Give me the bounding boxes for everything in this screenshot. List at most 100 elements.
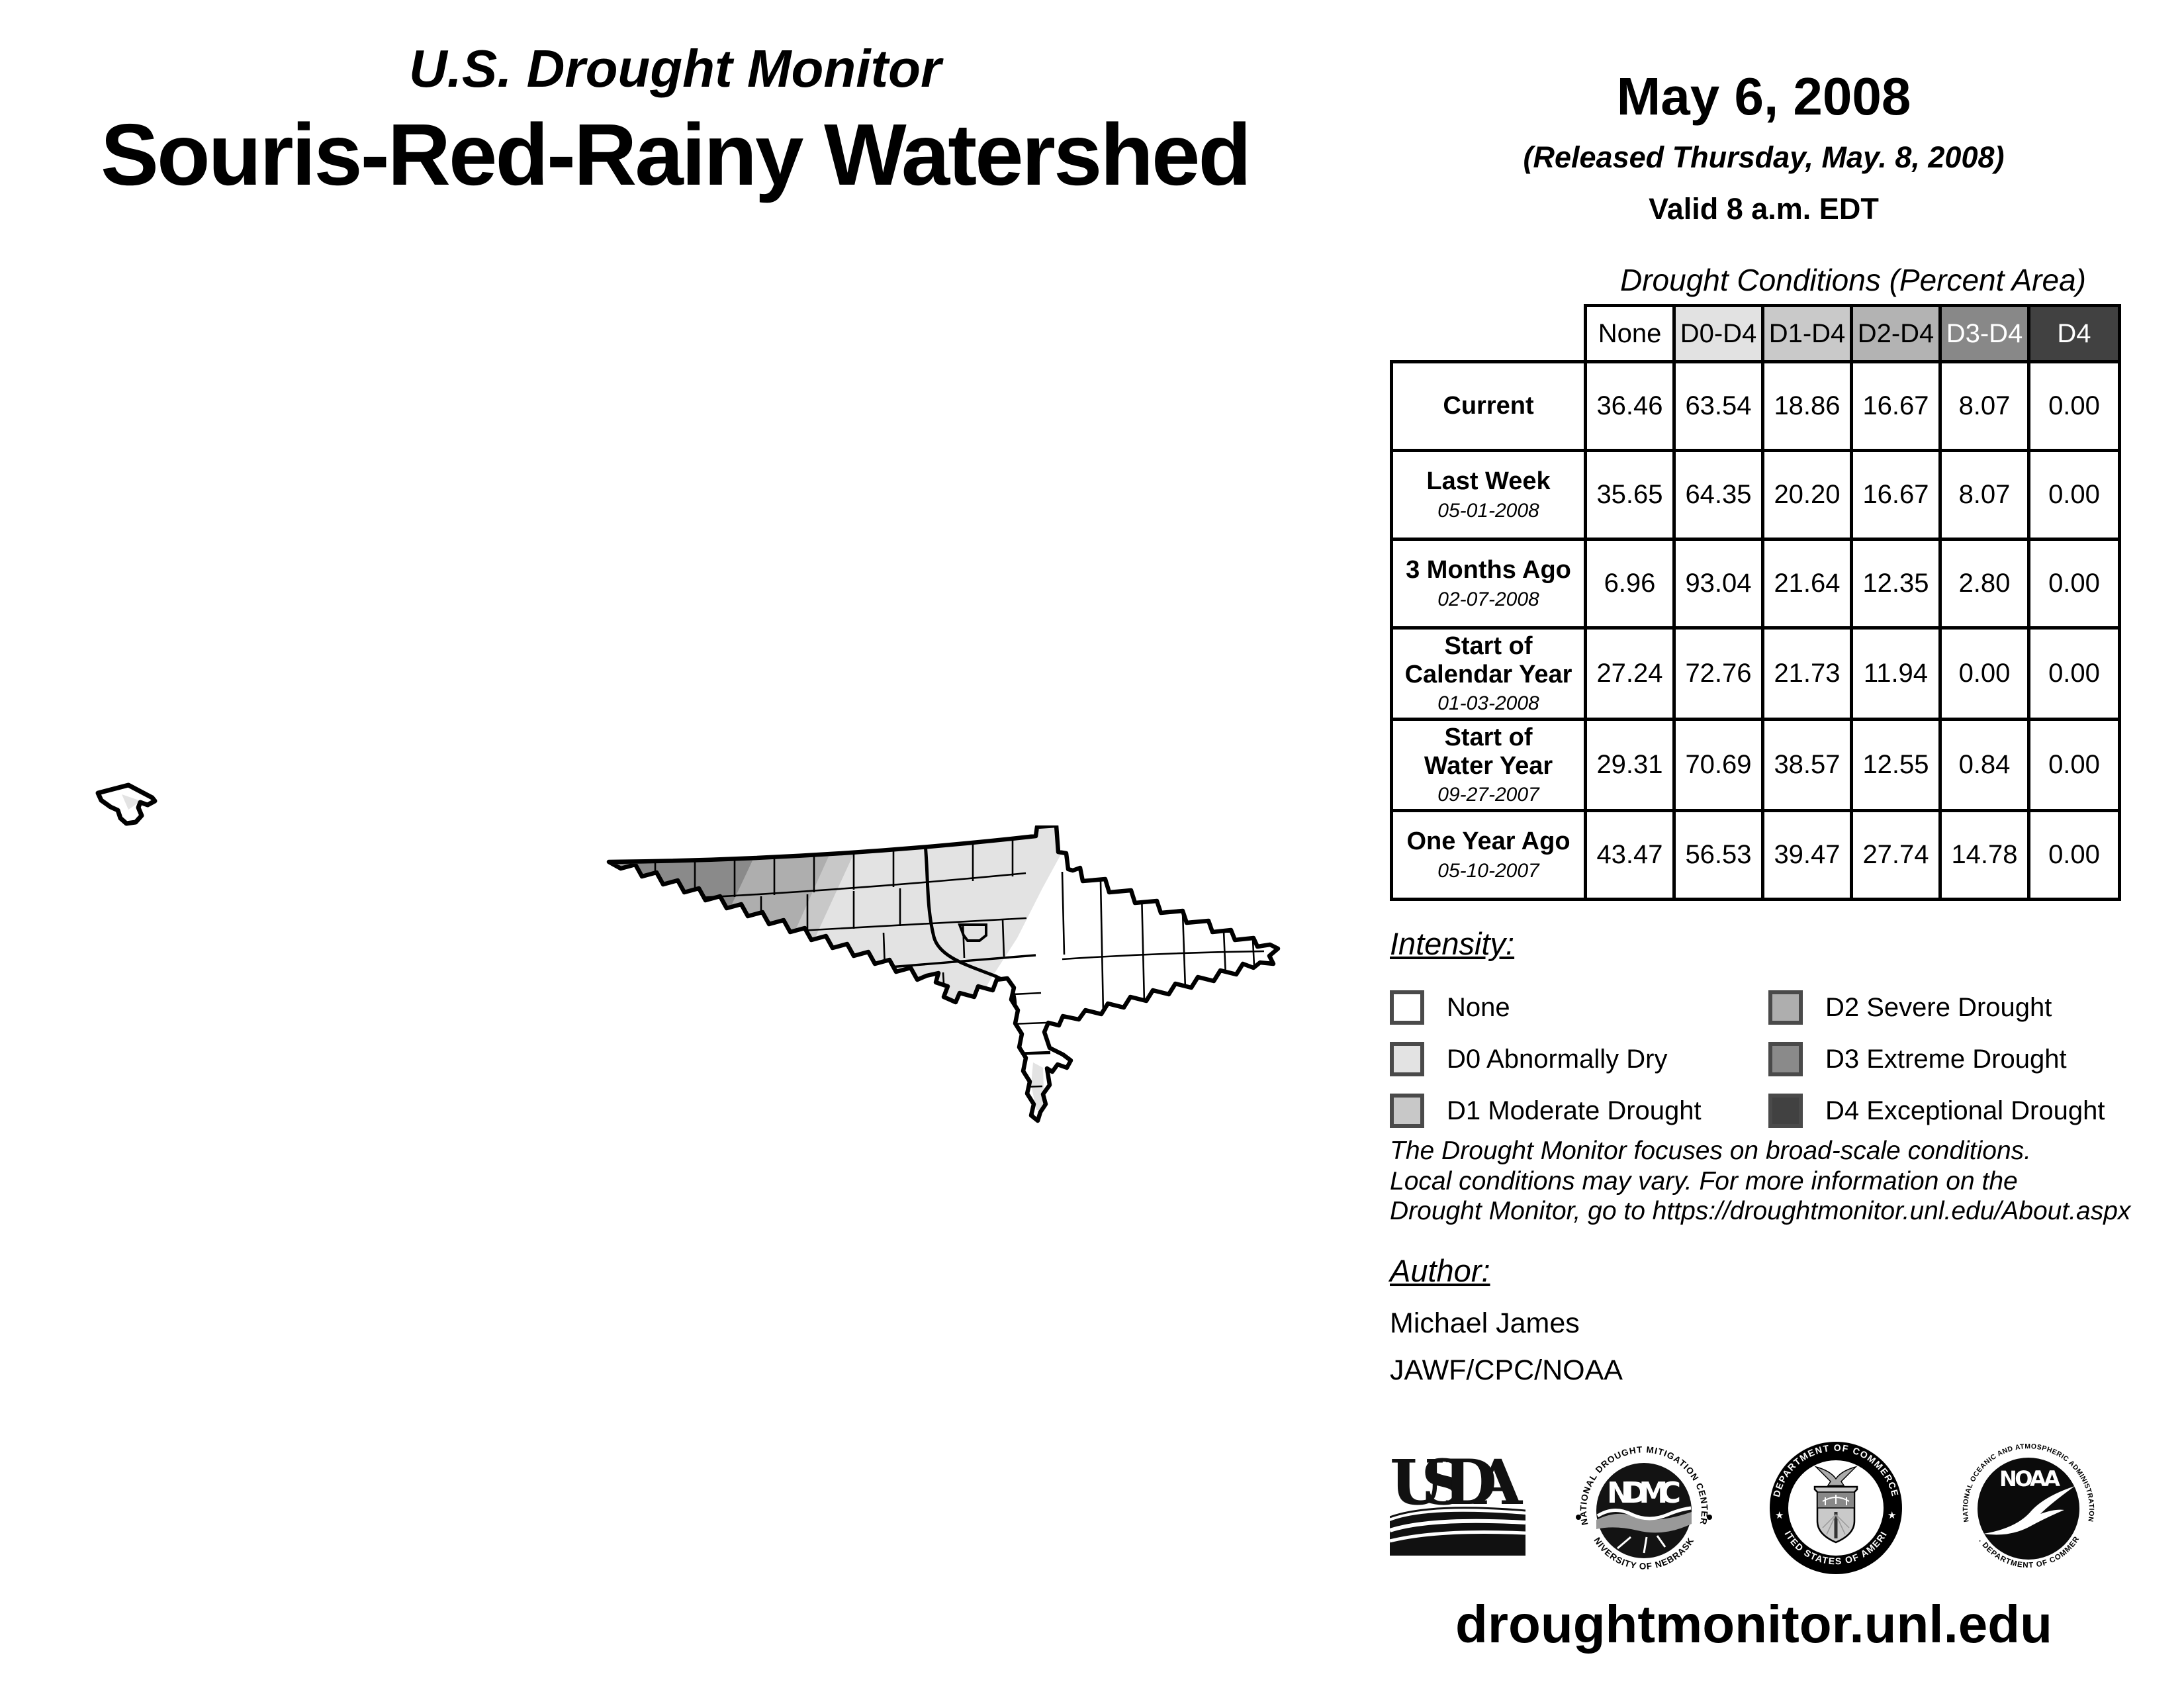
value-cell: 0.84 — [1938, 718, 2030, 813]
value-cell: 27.74 — [1850, 809, 1942, 902]
legend-label: D2 Severe Drought — [1825, 992, 2052, 1022]
row-date: 01-03-2008 — [1437, 692, 1539, 715]
legend-label: D0 Abnormally Dry — [1447, 1044, 1668, 1074]
detached-watershed-piece — [95, 782, 158, 826]
table-header-row: None D0-D4 D1-D4 D2-D4 D3-D4 D4 — [1392, 304, 2121, 363]
usda-logo: USDA — [1390, 1455, 1525, 1556]
row-label: Last Week — [1426, 467, 1551, 496]
value-cell: 35.65 — [1584, 449, 1676, 541]
legend-label: D1 Moderate Drought — [1447, 1096, 1702, 1125]
row-label-cell: 3 Months Ago 02-07-2008 — [1390, 538, 1587, 630]
disclaimer-line: The Drought Monitor focuses on broad-sca… — [1390, 1137, 2032, 1165]
value-cell: 36.46 — [1584, 360, 1676, 452]
author-heading: Author: — [1390, 1253, 1490, 1288]
date-block: May 6, 2008 (Released Thursday, May. 8, … — [1423, 66, 2105, 226]
legend-swatch — [1768, 990, 1803, 1025]
svg-text:★: ★ — [1775, 1510, 1784, 1521]
drought-conditions-table: None D0-D4 D1-D4 D2-D4 D3-D4 D4 Current 36.46 6… — [1390, 304, 2121, 902]
author-block: Author: Michael James JAWF/CPC/NOAA — [1390, 1252, 1623, 1401]
commerce-seal-logo: ★ ★ DEPARTMENT OF COMMERCE UNITED STATES… — [1770, 1442, 1902, 1574]
value-cell: 8.07 — [1938, 449, 2030, 541]
intensity-legend: Intensity: None D0 Abnormally Dry D1 Moder… — [1390, 925, 2144, 1137]
value-cell: 0.00 — [2027, 626, 2121, 722]
value-cell: 0.00 — [2027, 809, 2121, 902]
column-header-d3-d4: D3-D4 — [1938, 304, 2030, 363]
column-header-d2-d4: D2-D4 — [1850, 304, 1942, 363]
column-header-d4: D4 — [2027, 304, 2121, 363]
legend-item: None — [1390, 990, 1768, 1025]
value-cell: 11.94 — [1850, 626, 1942, 722]
row-date: 05-10-2007 — [1437, 859, 1539, 882]
map-date: May 6, 2008 — [1616, 67, 1911, 126]
value-cell: 0.00 — [1938, 626, 2030, 722]
value-cell: 16.67 — [1850, 360, 1942, 452]
title-block: U.S. Drought Monitor Souris-Red-Rainy Wa… — [40, 38, 1310, 205]
value-cell: 63.54 — [1672, 360, 1764, 452]
eagle-icon — [1814, 1466, 1858, 1486]
value-cell: 0.00 — [2027, 538, 2121, 630]
legend-swatch — [1390, 990, 1424, 1025]
value-cell: 27.24 — [1584, 626, 1676, 722]
row-label-cell: Start of Water Year 09-27-2007 — [1390, 718, 1587, 813]
author-name: Michael James — [1390, 1307, 1580, 1339]
svg-text:★: ★ — [1888, 1510, 1896, 1521]
legend-swatch — [1768, 1094, 1803, 1128]
row-label: Start of Water Year — [1424, 724, 1553, 780]
row-label: Current — [1443, 392, 1534, 420]
value-cell: 64.35 — [1672, 449, 1764, 541]
row-label-cell: Current — [1390, 360, 1587, 452]
value-cell: 29.31 — [1584, 718, 1676, 813]
row-label-cell: Start of Calendar Year 01-03-2008 — [1390, 626, 1587, 722]
ndmc-logo-text: NDMC — [1607, 1476, 1681, 1510]
value-cell: 6.96 — [1584, 538, 1676, 630]
value-cell: 12.35 — [1850, 538, 1942, 630]
legend-item: D3 Extreme Drought — [1768, 1042, 2144, 1076]
disclaimer-text: The Drought Monitor focuses on broad-sca… — [1390, 1136, 2130, 1227]
mini-gray-area — [122, 794, 141, 810]
watershed-outline — [606, 825, 1281, 1123]
row-label: 3 Months Ago — [1406, 556, 1571, 585]
value-cell: 12.55 — [1850, 718, 1942, 813]
legend-swatch — [1768, 1042, 1803, 1076]
author-affiliation: JAWF/CPC/NOAA — [1390, 1354, 1623, 1386]
table-row: One Year Ago 05-10-2007 43.47 56.53 39.47 27.… — [1390, 809, 2121, 902]
row-date: 02-07-2008 — [1437, 588, 1539, 610]
legend-label: D3 Extreme Drought — [1825, 1044, 2067, 1074]
ndmc-logo: NDMC NATIONAL DROUGHT MITIGATION CENTER … — [1576, 1444, 1712, 1571]
column-header-d1-d4: D1-D4 — [1761, 304, 1853, 363]
value-cell: 43.47 — [1584, 809, 1676, 902]
value-cell: 38.57 — [1761, 718, 1853, 813]
release-date: (Released Thursday, May. 8, 2008) — [1523, 140, 2005, 174]
value-cell: 8.07 — [1938, 360, 2030, 452]
disclaimer-line: Drought Monitor, go to https://droughtmo… — [1390, 1197, 2131, 1226]
value-cell: 70.69 — [1672, 718, 1764, 813]
table-title: Drought Conditions (Percent Area) — [1620, 263, 2086, 297]
value-cell: 0.00 — [2027, 718, 2121, 813]
legend-label: D4 Exceptional Drought — [1825, 1096, 2105, 1125]
row-label-cell: Last Week 05-01-2008 — [1390, 449, 1587, 541]
watershed-map — [606, 825, 1281, 1123]
value-cell: 72.76 — [1672, 626, 1764, 722]
table-row: Last Week 05-01-2008 35.65 64.35 20.20 16.67 8… — [1390, 449, 2121, 541]
legend-item: D4 Exceptional Drought — [1768, 1094, 2144, 1128]
value-cell: 16.67 — [1850, 449, 1942, 541]
seagull-icon — [1983, 1486, 2075, 1535]
column-header-none: None — [1584, 304, 1676, 363]
value-cell: 0.00 — [2027, 360, 2121, 452]
valid-time: Valid 8 a.m. EDT — [1649, 192, 1879, 226]
legend-label: None — [1447, 992, 1510, 1022]
value-cell: 21.64 — [1761, 538, 1853, 630]
legend-swatch — [1390, 1094, 1424, 1128]
row-date: 05-01-2008 — [1437, 499, 1539, 522]
value-cell: 39.47 — [1761, 809, 1853, 902]
value-cell: 56.53 — [1672, 809, 1764, 902]
table-row: Start of Water Year 09-27-2007 29.31 70.69 3… — [1390, 718, 2121, 813]
row-label: One Year Ago — [1406, 827, 1570, 856]
legend-item: D1 Moderate Drought — [1390, 1094, 1768, 1128]
legend-item: D0 Abnormally Dry — [1390, 1042, 1768, 1076]
legend-grid: None D0 Abnormally Dry D1 Moderate Drought… — [1390, 982, 2144, 1137]
row-label-cell: One Year Ago 05-10-2007 — [1390, 809, 1587, 902]
value-cell: 0.00 — [2027, 449, 2121, 541]
table-row: 3 Months Ago 02-07-2008 6.96 93.04 21.64 12.3… — [1390, 538, 2121, 630]
